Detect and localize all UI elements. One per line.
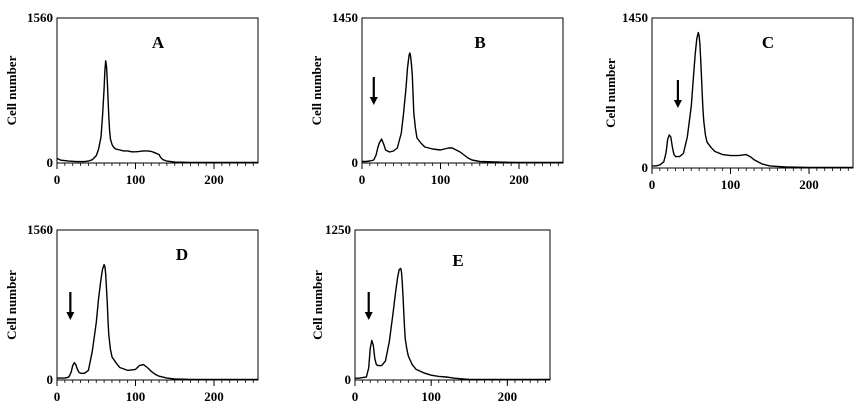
y-axis-label: Cell number: [4, 270, 19, 340]
y-tick-label-max: 1560: [27, 10, 53, 25]
x-tick-label: 0: [54, 172, 61, 187]
panel-e: 0 100 200 0 1250 Cell number E: [310, 222, 551, 404]
arrow-head: [369, 97, 378, 105]
y-tick-label-max: 1450: [332, 10, 358, 25]
down-arrow-icon: [66, 292, 75, 320]
panel-label: C: [762, 33, 774, 52]
x-tick-label: 200: [799, 177, 819, 192]
x-tick-label: 100: [421, 389, 441, 404]
y-tick-label-min: 0: [47, 372, 54, 387]
plot-frame: [56, 17, 259, 164]
y-tick-label-max: 1450: [622, 10, 648, 25]
x-tick-label: 100: [126, 172, 146, 187]
histogram-series-line: [56, 60, 258, 164]
histogram-series-line: [57, 263, 258, 381]
x-tick-label: 100: [431, 172, 451, 187]
x-tick-label: 200: [204, 172, 224, 187]
arrow-head: [66, 312, 75, 320]
x-tick-label: 0: [649, 177, 656, 192]
y-tick-label-max: 1560: [27, 222, 53, 237]
x-tick-label: 0: [352, 389, 359, 404]
histogram-series-line: [355, 267, 550, 381]
panel-label: D: [176, 245, 188, 264]
histogram-series-line: [652, 31, 853, 169]
down-arrow-icon: [673, 80, 682, 108]
panel-label: B: [474, 33, 485, 52]
x-tick-label: 200: [498, 389, 518, 404]
plot-frame: [56, 229, 259, 381]
y-axis-label: Cell number: [603, 58, 618, 128]
panel-label: A: [152, 33, 165, 52]
x-tick-label: 100: [721, 177, 741, 192]
x-tick-label: 100: [126, 389, 146, 404]
plot-frame: [354, 229, 551, 381]
histogram-series-line: [362, 52, 563, 164]
y-axis-label: Cell number: [4, 55, 19, 125]
x-tick-label: 0: [359, 172, 366, 187]
panel-a: 0 100 200 0 1560 Cell number A: [4, 10, 259, 187]
plot-frame: [651, 17, 854, 169]
y-axis-label: Cell number: [309, 55, 324, 125]
y-tick-label-min: 0: [47, 155, 54, 170]
y-axis-label: Cell number: [310, 270, 325, 340]
down-arrow-icon: [364, 292, 373, 320]
panel-label: E: [452, 251, 463, 270]
panel-b: 0 100 200 0 1450 Cell number B: [309, 10, 564, 187]
x-tick-label: 200: [204, 389, 224, 404]
y-tick-label-min: 0: [352, 155, 359, 170]
down-arrow-icon: [369, 77, 378, 105]
plot-frame: [361, 17, 564, 164]
x-tick-label: 0: [54, 389, 61, 404]
panel-d: 0 100 200 0 1560 Cell number D: [4, 222, 259, 404]
y-tick-label-min: 0: [642, 160, 649, 175]
panel-c: 0 100 200 0 1450 Cell number C: [603, 10, 854, 192]
x-tick-label: 200: [509, 172, 529, 187]
y-tick-label-max: 1250: [325, 222, 351, 237]
y-tick-label-min: 0: [345, 372, 352, 387]
arrow-head: [364, 312, 373, 320]
arrow-head: [673, 100, 682, 108]
